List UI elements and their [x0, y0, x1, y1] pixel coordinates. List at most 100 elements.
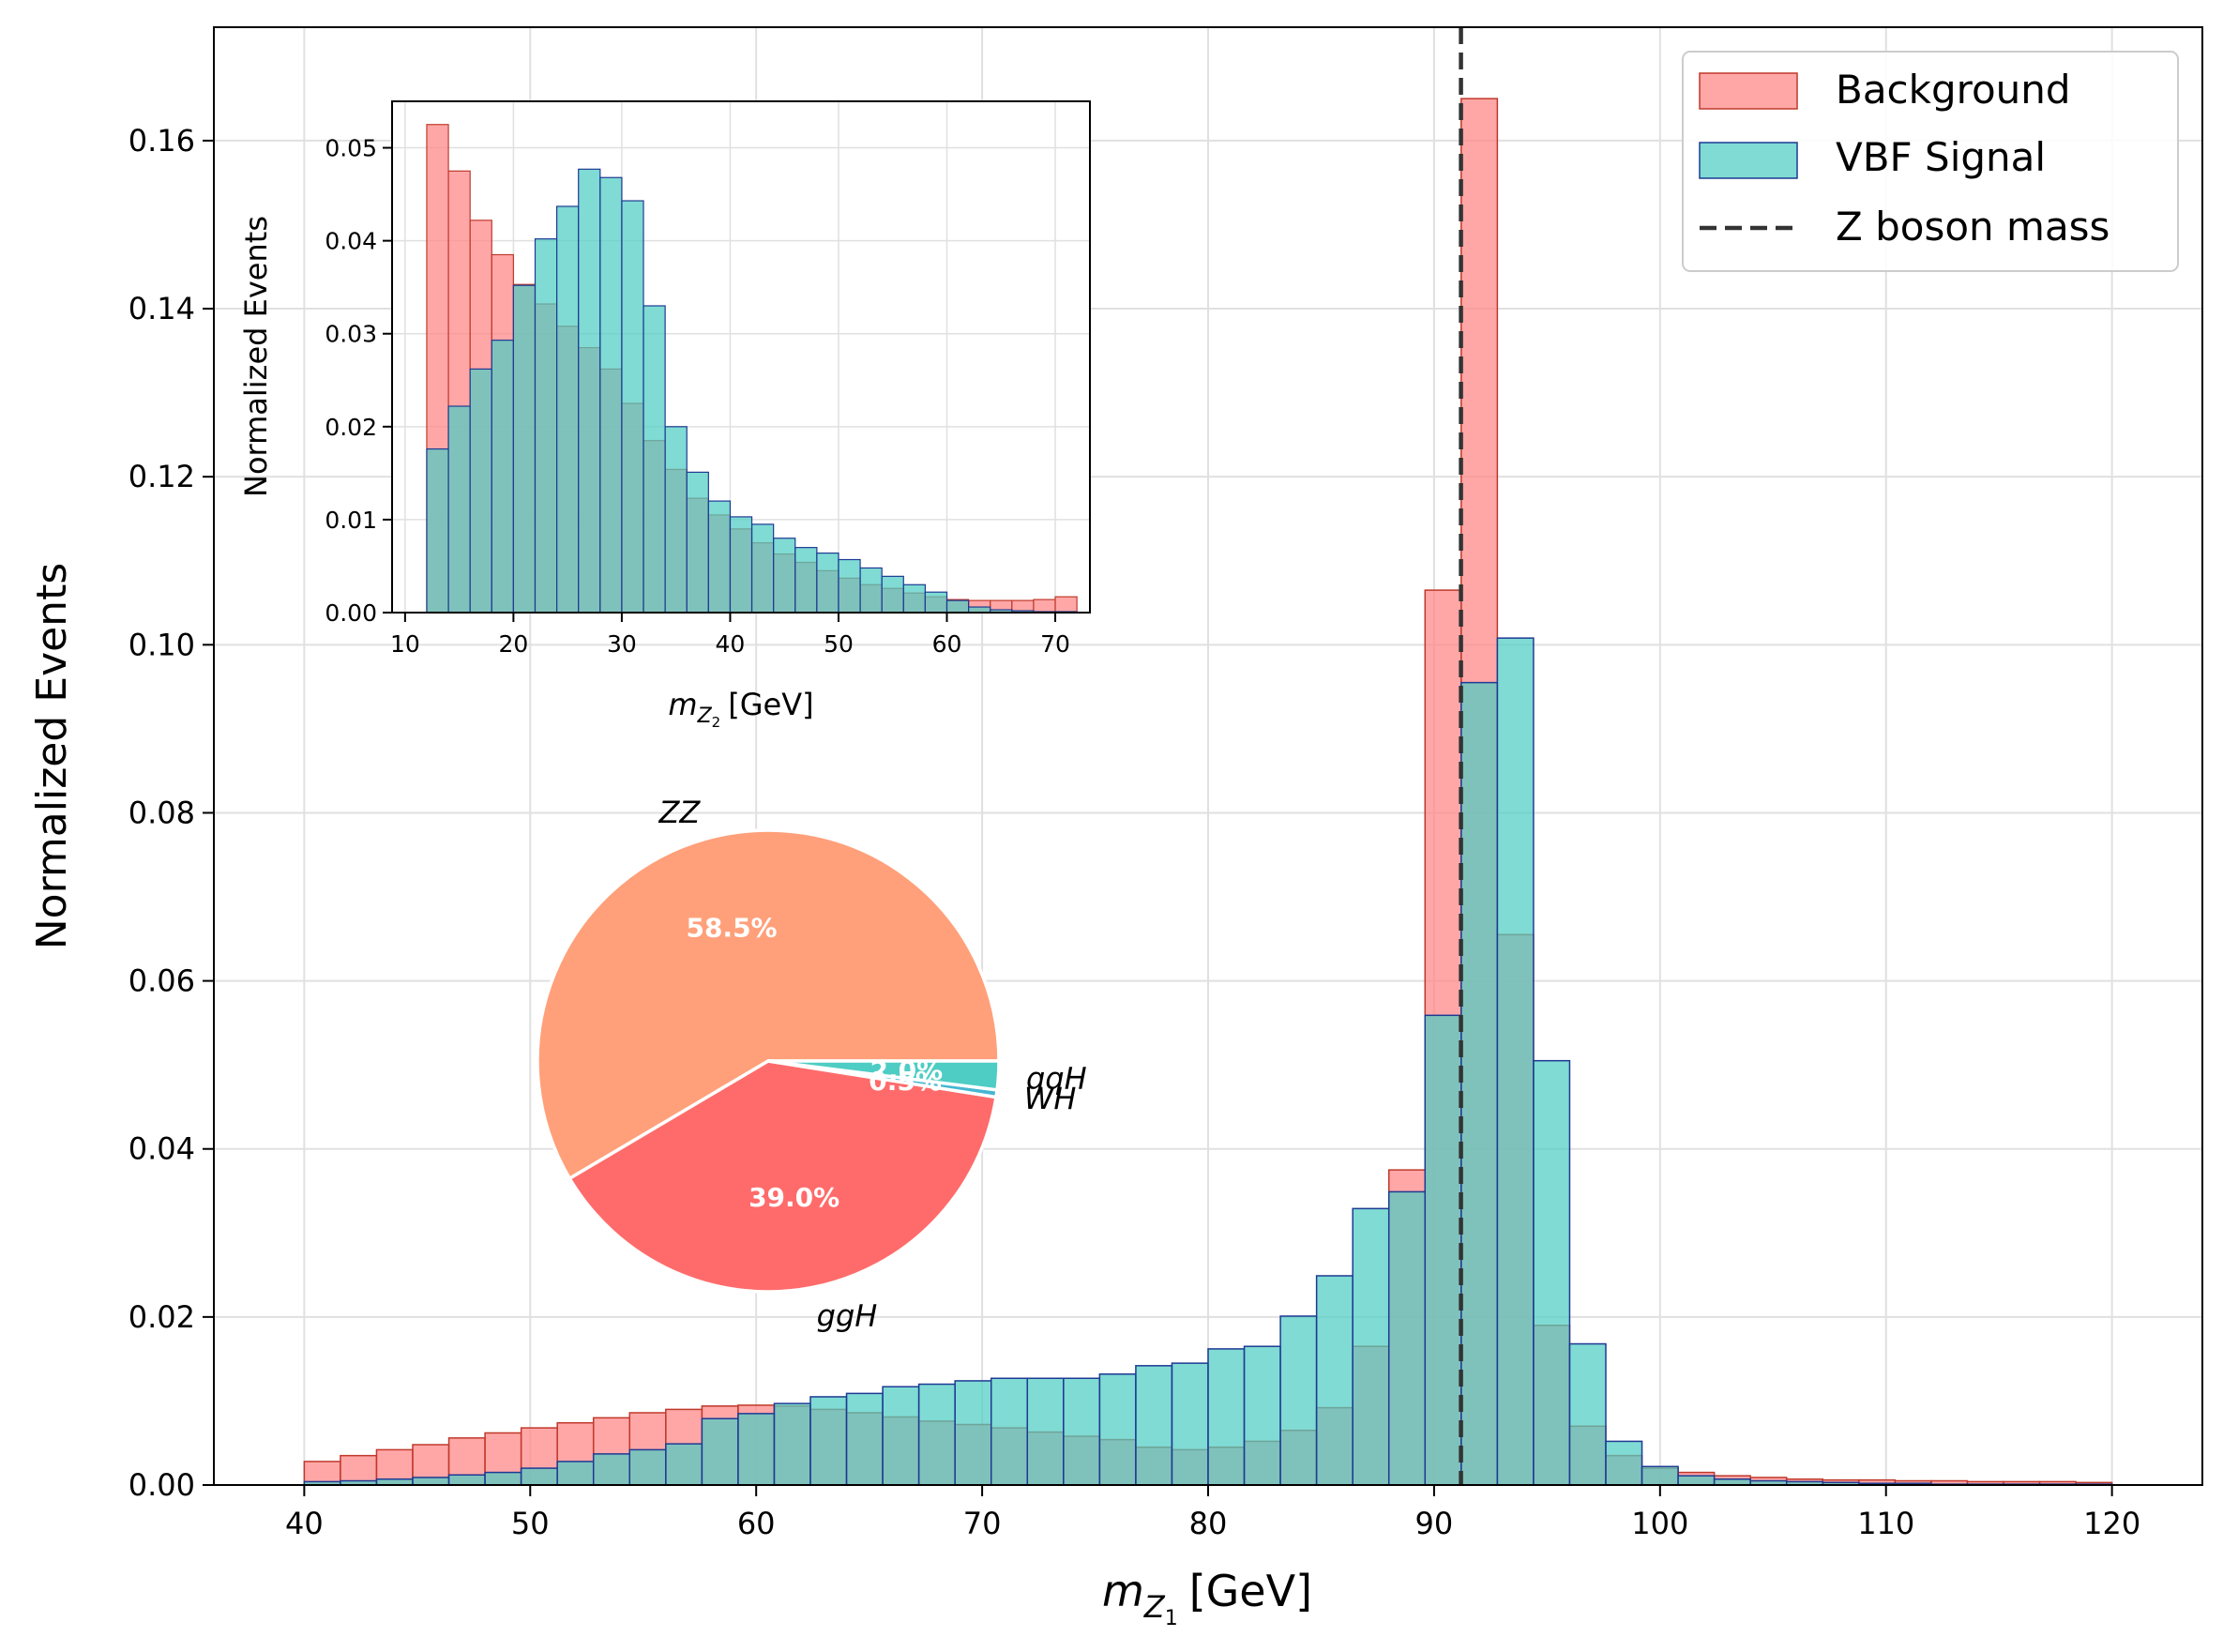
main-bar-vbf-signal-32 [1460, 681, 1499, 1486]
inset-bar-vbf-signal-11 [664, 426, 688, 614]
inset-bar-vbf-signal-0 [426, 448, 449, 614]
pie-pct-qqh: 2.0% [870, 1054, 943, 1085]
main-x-tick-label-3: 70 [963, 1506, 1002, 1541]
main-bar-vbf-signal-23 [1135, 1365, 1173, 1486]
inset-bar-vbf-signal-6 [556, 205, 580, 614]
main-x-tick-label-4: 80 [1189, 1506, 1228, 1541]
main-bar-vbf-signal-19 [990, 1377, 1029, 1486]
main-y-tick-label-8: 0.16 [129, 123, 195, 159]
inset-x-tick-label-2: 30 [607, 630, 637, 658]
inset-y-ticks: 0.00 0.01 0.02 0.03 0.04 0.05 [325, 135, 392, 627]
inset-bar-vbf-signal-12 [686, 471, 709, 614]
inset-axes-frame [391, 100, 1091, 614]
inset-bar-vbf-signal-15 [750, 523, 775, 614]
inset-x-tick-label-6: 70 [1040, 630, 1070, 658]
main-y-tick-label-7: 0.14 [129, 291, 195, 326]
main-bar-vbf-signal-8 [592, 1453, 631, 1486]
legend-background-swatch [1699, 72, 1798, 110]
main-bar-vbf-signal-25 [1207, 1348, 1246, 1486]
pie-chart: ZZ 58.5% ggH 39.0% WH 0.5% qqH 2.0% [536, 795, 1087, 1334]
main-bar-vbf-signal-27 [1279, 1315, 1318, 1486]
main-x-tick-label-5: 90 [1415, 1506, 1454, 1541]
main-x-tick-label-7: 110 [1857, 1506, 1914, 1541]
main-bar-vbf-signal-22 [1098, 1373, 1137, 1486]
pie-slice-qqh [767, 1059, 1001, 1092]
main-bar-vbf-signal-36 [1605, 1440, 1643, 1486]
main-y-tick-label-1: 0.02 [129, 1299, 195, 1335]
main-bar-vbf-signal-18 [954, 1380, 992, 1486]
inset-x-ticks: 10 20 30 40 50 60 70 [390, 613, 1070, 658]
main-bar-vbf-signal-9 [628, 1448, 667, 1486]
main-y-tick-label-4: 0.08 [129, 795, 195, 830]
main-bar-vbf-signal-21 [1063, 1377, 1101, 1486]
main-bar-vbf-signal-4 [447, 1474, 486, 1486]
legend-vbf-signal-label: VBF Signal [1836, 134, 2046, 180]
main-bar-vbf-signal-11 [701, 1417, 739, 1486]
main-bar-vbf-signal-35 [1568, 1342, 1607, 1486]
inset-y-tick-label-2: 0.02 [325, 414, 377, 441]
inset-bar-background-28 [1033, 599, 1056, 614]
inset-bar-vbf-signal-5 [534, 238, 558, 614]
inset-bar-vbf-signal-4 [512, 284, 537, 614]
main-bar-vbf-signal-26 [1243, 1345, 1281, 1486]
main-bar-vbf-signal-3 [412, 1477, 450, 1486]
inset-x-tick-label-5: 60 [932, 630, 962, 658]
main-x-tick-label-2: 60 [737, 1506, 776, 1541]
inset-y-tick-label-1: 0.01 [325, 507, 377, 534]
main-bar-vbf-signal-12 [737, 1413, 776, 1486]
inset-bar-background-29 [1054, 596, 1078, 614]
legend-frame [1682, 51, 2179, 272]
main-y-tick-label-0: 0.00 [129, 1467, 195, 1503]
inset-bar-vbf-signal-16 [773, 538, 796, 614]
main-x-axis-title: mZ1[GeV] [1102, 1566, 1312, 1630]
inset-bar-vbf-signal-9 [621, 200, 644, 614]
main-y-tick-label-3: 0.06 [129, 963, 195, 999]
main-y-tick-label-6: 0.12 [129, 459, 195, 494]
main-bar-vbf-signal-13 [773, 1402, 811, 1486]
main-bar-vbf-signal-28 [1315, 1275, 1353, 1486]
main-bar-vbf-signal-7 [556, 1461, 595, 1486]
pie-pct-zz: 58.5% [686, 913, 777, 944]
main-bar-vbf-signal-30 [1387, 1190, 1427, 1486]
pie-pct-ggh: 39.0% [749, 1182, 839, 1213]
main-bar-vbf-signal-14 [809, 1396, 848, 1486]
main-bar-vbf-signal-16 [882, 1386, 920, 1486]
main-y-axis-title: Normalized Events [28, 563, 76, 949]
inset-bar-vbf-signal-10 [643, 305, 666, 614]
main-bar-vbf-signal-10 [665, 1443, 703, 1486]
inset-bar-vbf-signal-18 [816, 552, 839, 614]
inset-bar-vbf-signal-14 [729, 516, 753, 614]
inset-bar-vbf-signal-3 [491, 340, 514, 614]
inset-x-axis-title: mZ2 [GeV] [668, 687, 813, 731]
main-x-tick-label-6: 100 [1631, 1506, 1688, 1541]
inset-bar-vbf-signal-17 [794, 547, 818, 614]
pie-label-wh: WH [1024, 1081, 1077, 1116]
main-y-ticks: 0.00 0.02 0.04 0.06 0.08 0.10 0.12 0.14 0.16 [129, 123, 214, 1503]
inset-x-tick-label-0: 10 [390, 630, 420, 658]
main-x-tick-label-1: 50 [511, 1506, 550, 1541]
pie-slice-ggh [567, 1059, 998, 1294]
inset-histogram: 10 20 30 40 50 60 70 0.000.010.020.030.040.05 … [238, 100, 1091, 731]
inset-bar-vbf-signal-24 [945, 599, 970, 614]
main-bar-vbf-signal-17 [917, 1383, 956, 1486]
main-y-tick-label-2: 0.04 [129, 1131, 195, 1167]
main-bar-vbf-signal-33 [1496, 637, 1535, 1486]
inset-bar-vbf-signal-1 [447, 405, 471, 614]
legend-vbf-signal-swatch [1699, 142, 1798, 179]
pie-label-qqh: qqH [1026, 1060, 1087, 1096]
pie-label-ggh: ggH [817, 1298, 878, 1334]
main-bar-vbf-signal-24 [1171, 1362, 1209, 1486]
inset-x-tick-label-3: 40 [716, 630, 746, 658]
legend: Background VBF Signal Z boson mass [1682, 51, 2179, 272]
legend-z-boson-label: Z boson mass [1836, 204, 2110, 250]
inset-bar-vbf-signal-13 [707, 500, 732, 614]
inset-y-tick-label-0: 0.00 [325, 599, 377, 627]
main-y-tick-label-5: 0.10 [129, 627, 195, 662]
main-bar-vbf-signal-37 [1641, 1465, 1679, 1486]
inset-bar-vbf-signal-7 [578, 168, 601, 614]
inset-bar-vbf-signal-22 [902, 584, 926, 614]
inset-x-tick-label-4: 50 [824, 630, 854, 658]
main-bar-vbf-signal-34 [1533, 1059, 1571, 1486]
inset-bar-vbf-signal-8 [599, 176, 623, 614]
